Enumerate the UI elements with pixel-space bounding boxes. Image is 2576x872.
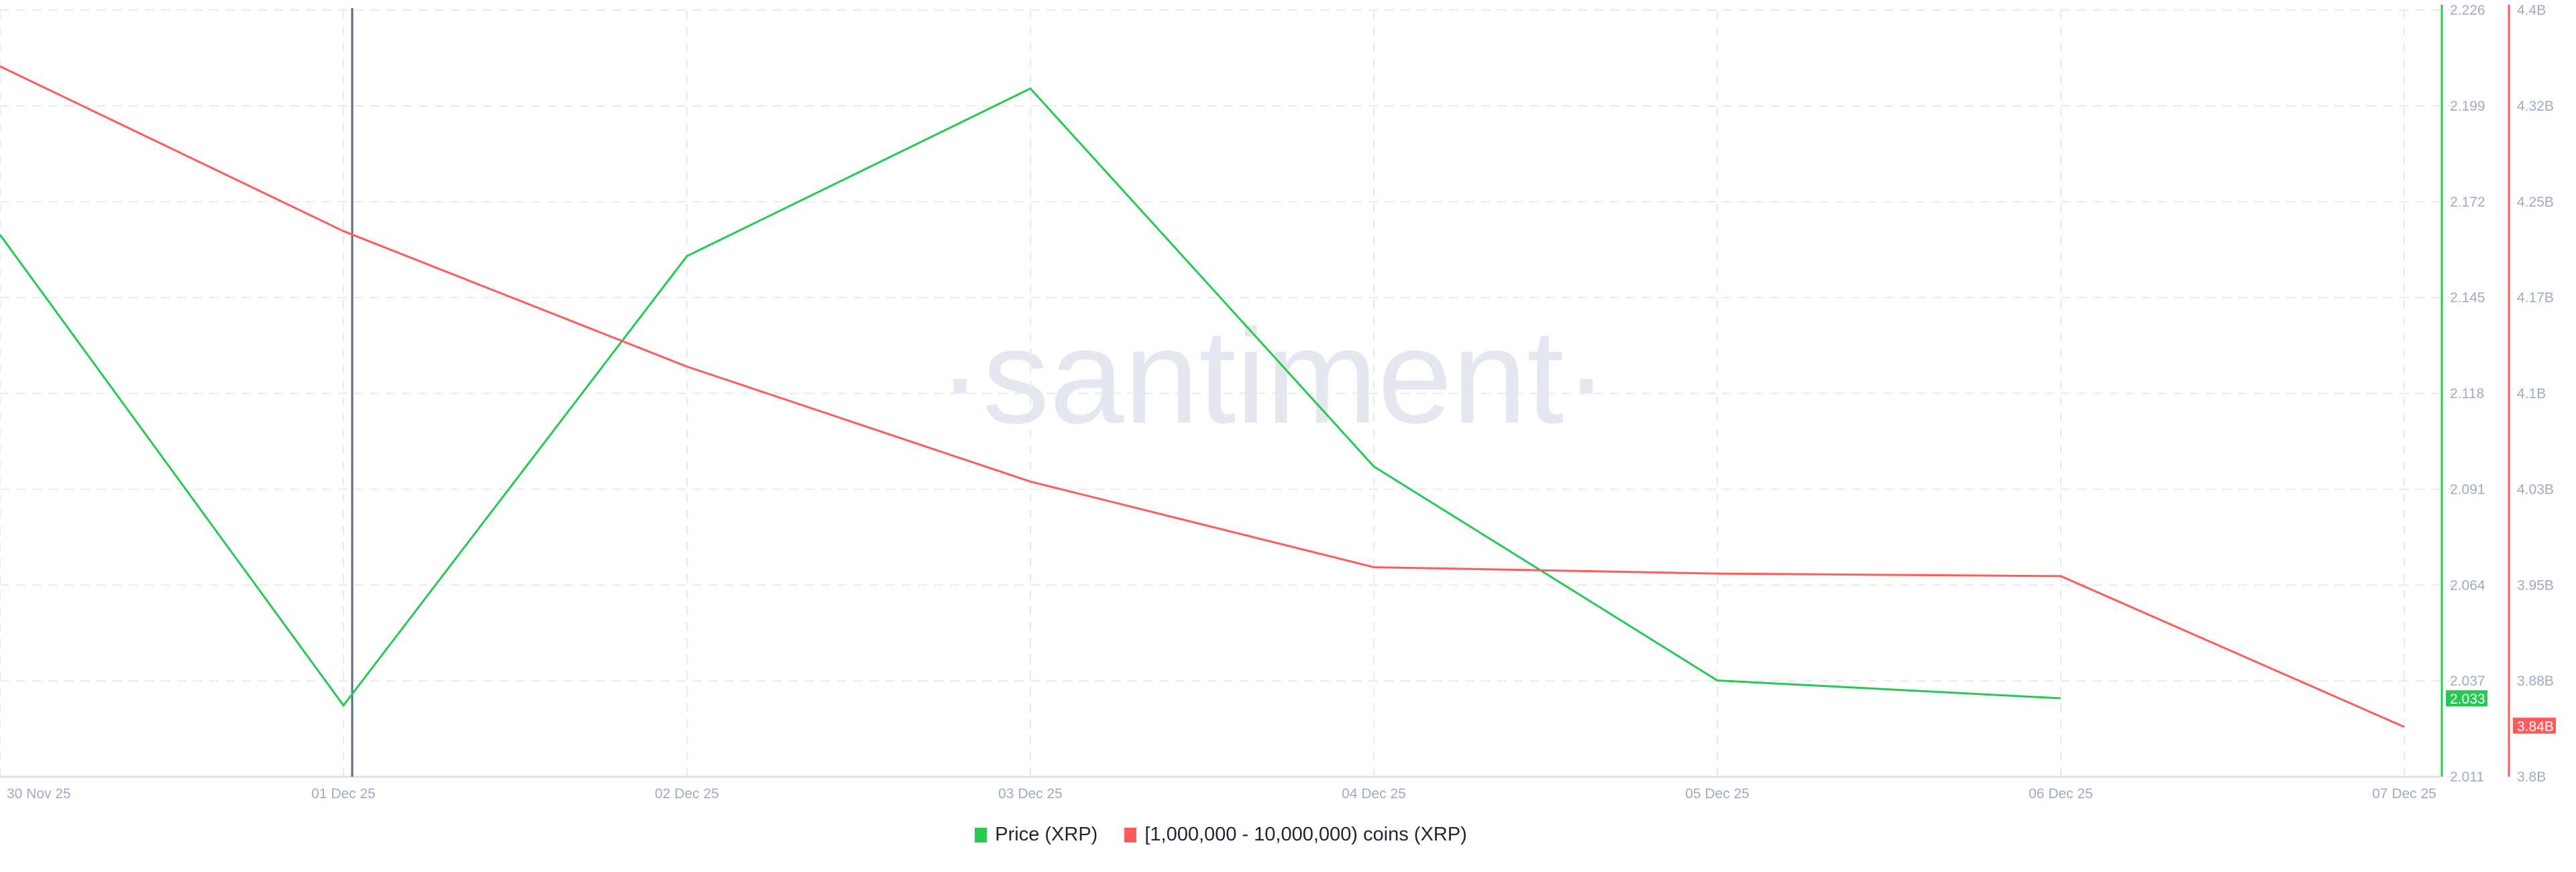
price-tick-label: 2.145 xyxy=(2450,290,2485,306)
price-tick-label: 2.091 xyxy=(2450,482,2485,497)
grid xyxy=(0,5,2510,778)
current-value-labels: 2.033 3.84B xyxy=(2446,690,2556,734)
x-tick-label: 02 Dec 25 xyxy=(655,786,719,802)
price-tick-label: 2.011 xyxy=(2450,769,2484,785)
x-tick-label: 03 Dec 25 xyxy=(998,786,1063,802)
x-tick-label: 07 Dec 25 xyxy=(2372,786,2436,802)
legend: Price (XRP) [1,000,000 - 10,000,000) coi… xyxy=(0,824,2442,846)
holdings-tick-label: 4.17B xyxy=(2517,290,2554,306)
x-tick-label: 01 Dec 25 xyxy=(311,786,376,802)
holdings-current-label: 3.84B xyxy=(2517,719,2554,734)
holdings-axis: 4.4B 4.32B 4.25B 4.17B 4.1B 4.03B 3.95B 3.88B 3.… xyxy=(2517,3,2554,785)
legend-item-holdings[interactable]: [1,000,000 - 10,000,000) coins (XRP) xyxy=(1124,824,1467,846)
price-swatch xyxy=(975,827,987,842)
price-tick-label: 2.172 xyxy=(2450,195,2485,210)
holdings-current-badge xyxy=(2513,717,2556,734)
price-tick-label: 2.118 xyxy=(2450,386,2484,402)
x-tick-label: 05 Dec 25 xyxy=(1685,786,1750,802)
holdings-tick-label: 3.88B xyxy=(2517,673,2554,689)
price-current-label: 2.033 xyxy=(2450,692,2485,707)
watermark: ·santiment· xyxy=(938,302,1609,451)
holdings-tick-label: 4.4B xyxy=(2517,3,2546,18)
holdings-tick-label: 4.03B xyxy=(2517,482,2554,497)
legend-label-price: Price (XRP) xyxy=(995,824,1098,845)
holdings-tick-label: 3.95B xyxy=(2517,578,2554,593)
x-axis: 30 Nov 25 01 Dec 25 02 Dec 25 03 Dec 25 04 D… xyxy=(7,786,2436,802)
price-current-badge xyxy=(2446,690,2487,707)
price-tick-label: 2.037 xyxy=(2450,673,2485,689)
x-tick-label: 30 Nov 25 xyxy=(7,786,71,802)
price-tick-label: 2.226 xyxy=(2450,3,2485,18)
price-line xyxy=(0,87,2061,708)
holdings-tick-label: 3.8B xyxy=(2517,769,2546,785)
legend-label-holdings: [1,000,000 - 10,000,000) coins (XRP) xyxy=(1144,824,1467,845)
holdings-swatch xyxy=(1124,827,1137,842)
holdings-tick-label: 4.1B xyxy=(2517,386,2546,402)
price-tick-label: 2.199 xyxy=(2450,99,2485,114)
x-tick-label: 06 Dec 25 xyxy=(2029,786,2093,802)
holdings-tick-label: 4.25B xyxy=(2517,195,2554,210)
series-lines xyxy=(0,65,2405,728)
price-axis: 2.226 2.199 2.172 2.145 2.118 2.091 2.064 2.037… xyxy=(2450,3,2485,785)
holdings-tick-label: 4.32B xyxy=(2517,99,2554,114)
legend-item-price[interactable]: Price (XRP) xyxy=(975,824,1097,846)
holdings-line xyxy=(0,65,2405,728)
x-tick-label: 04 Dec 25 xyxy=(1342,786,1406,802)
price-tick-label: 2.064 xyxy=(2450,578,2485,593)
